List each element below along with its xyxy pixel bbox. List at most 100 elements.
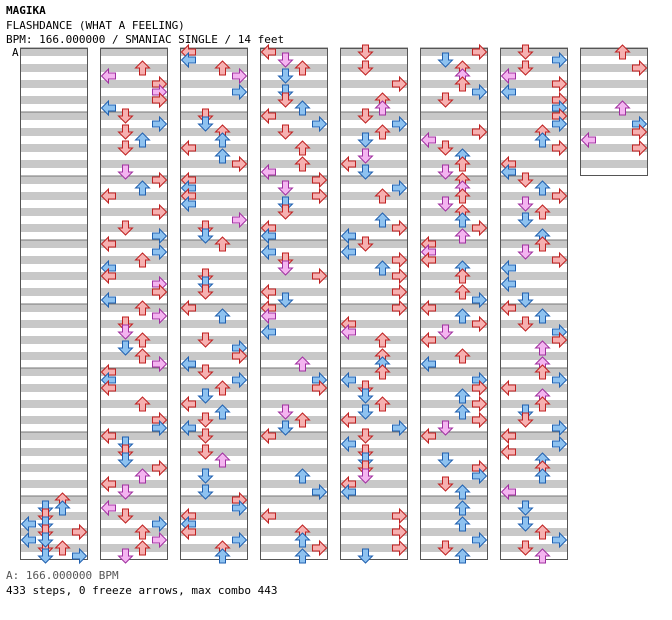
artist-name: MAGIKA [6,4,46,17]
step-arrow-right-icon [552,187,568,205]
step-arrow-left-icon [100,67,116,85]
beat-stripe [260,400,328,408]
beat-stripe [20,128,88,136]
column-border [180,48,248,560]
step-arrow-up-icon [454,268,471,284]
beat-stripe [340,256,408,264]
beat-stripe [340,512,408,520]
step-arrow-up-icon [534,340,551,356]
step-arrow-up-icon [454,404,471,420]
step-arrow-right-icon [472,411,488,429]
step-arrow-right-icon [632,123,648,141]
step-arrow-right-icon [552,371,568,389]
step-arrow-left-icon [180,419,196,437]
beat-stripe [180,528,248,536]
beat-stripe [100,272,168,280]
beat-stripe [420,64,488,72]
beat-stripe [420,272,488,280]
step-arrow-up-icon [54,540,71,556]
beat-stripe [20,416,88,424]
beat-stripe [180,432,248,440]
step-arrow-down-icon [37,532,54,548]
step-arrow-up-icon [534,204,551,220]
step-arrow-left-icon [580,131,596,149]
step-arrow-right-icon [472,315,488,333]
beat-stripe [500,48,568,56]
step-arrow-up-icon [214,132,231,148]
step-arrow-right-icon [392,507,408,525]
beat-stripe [500,416,568,424]
step-arrow-down-icon [517,316,534,332]
step-arrow-up-icon [374,332,391,348]
beat-stripe [580,96,648,104]
step-arrow-left-icon [180,139,196,157]
beat-stripe [340,304,408,312]
step-arrow-down-icon [357,108,374,124]
step-arrow-down-icon [277,68,294,84]
beat-stripe [180,256,248,264]
beat-stripe [500,384,568,392]
chart-column [420,43,488,564]
step-arrow-left-icon [500,275,516,293]
step-arrow-right-icon [72,523,88,541]
beat-stripe [20,272,88,280]
step-arrow-left-icon [420,299,436,317]
step-arrow-left-icon [180,395,196,413]
beat-stripe [500,128,568,136]
chart-column [500,44,568,564]
step-arrow-down-icon [517,292,534,308]
beat-stripe [180,96,248,104]
step-arrow-right-icon [152,307,168,325]
step-arrow-right-icon [152,171,168,189]
step-arrow-left-icon [420,427,436,445]
step-arrow-left-icon [100,267,116,285]
step-arrow-left-icon [420,355,436,373]
beat-stripe [180,272,248,280]
beat-stripe [500,80,568,88]
step-arrow-up-icon [134,468,151,484]
beat-stripe [420,192,488,200]
step-arrow-down-icon [197,228,214,244]
beat-stripe [340,320,408,328]
beat-stripe [500,96,568,104]
step-arrow-left-icon [500,483,516,501]
step-arrow-left-icon [500,163,516,181]
beat-stripe [20,336,88,344]
beat-stripe [580,48,648,56]
beat-stripe [340,496,408,504]
beat-stripe [20,432,88,440]
beat-stripe [100,112,168,120]
column-border [340,48,408,560]
beat-stripe [20,208,88,216]
column-border [500,48,568,560]
beat-stripe [500,176,568,184]
step-arrow-right-icon [232,67,248,85]
step-arrow-left-icon [260,43,276,61]
step-arrow-left-icon [260,243,276,261]
step-arrow-up-icon [134,60,151,76]
step-arrow-up-icon [214,380,231,396]
step-arrow-right-icon [152,531,168,549]
step-arrow-up-icon [454,388,471,404]
step-arrow-right-icon [232,155,248,173]
beat-stripe [100,64,168,72]
beat-stripe [180,224,248,232]
step-arrow-up-icon [134,348,151,364]
beat-stripe [260,96,328,104]
beat-stripe [260,176,328,184]
beat-stripe [260,496,328,504]
chart-column [180,43,248,564]
step-arrow-down-icon [197,468,214,484]
beat-stripe [340,336,408,344]
step-arrow-right-icon [232,531,248,549]
step-arrow-down-icon [357,164,374,180]
beat-stripe [420,48,488,56]
beat-stripe [500,192,568,200]
beat-stripe [180,496,248,504]
beat-stripe [180,336,248,344]
beat-stripe [340,288,408,296]
beat-stripe [180,288,248,296]
step-arrow-up-icon [134,540,151,556]
step-arrow-down-icon [277,420,294,436]
beat-stripe [340,144,408,152]
